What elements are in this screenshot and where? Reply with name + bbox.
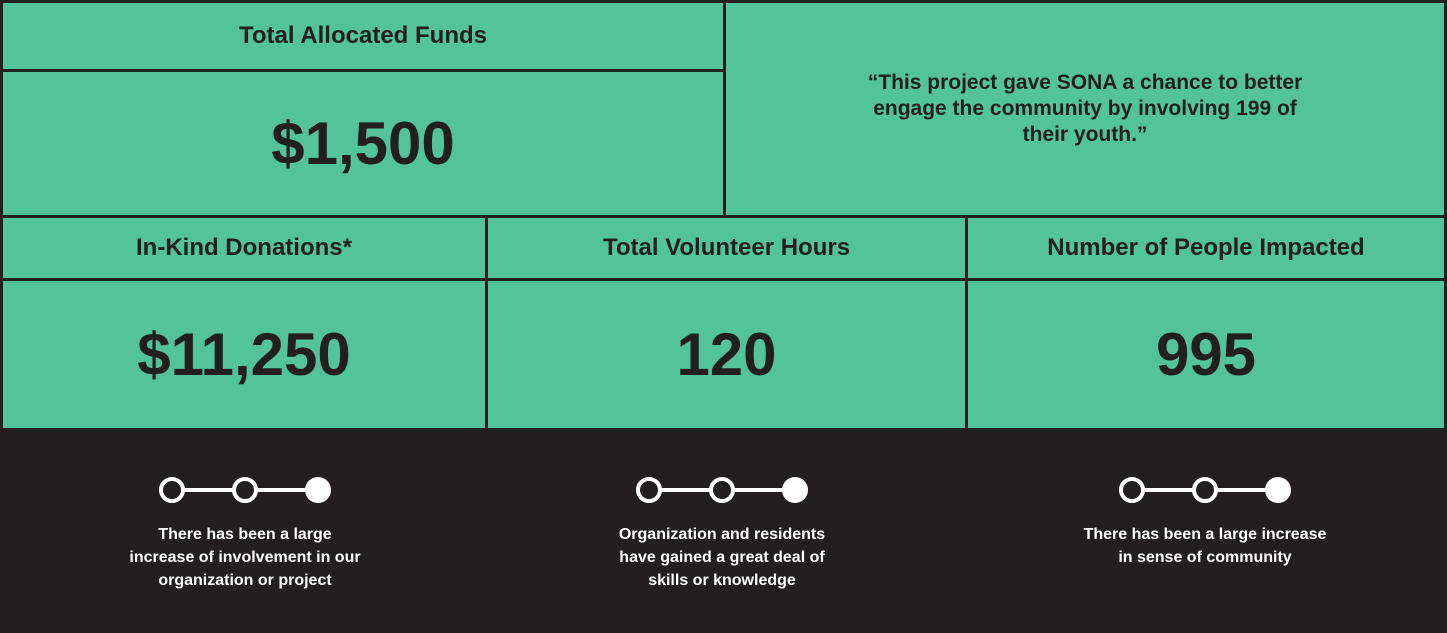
outcome-line: skills or knowledge — [648, 572, 796, 589]
metric-label: Total Volunteer Hours — [485, 215, 968, 281]
metric-value: 120 — [485, 278, 968, 431]
outcome-line: There has been a large — [158, 526, 332, 543]
quote-text: “This project gave SONA a chance to bett… — [868, 70, 1303, 148]
scale-icon — [1119, 477, 1291, 503]
outcome: There has been a large increase in sense … — [1005, 428, 1405, 569]
quote: “This project gave SONA a chance to bett… — [723, 0, 1447, 218]
scale-icon — [636, 477, 808, 503]
quote-line: their youth.” — [1022, 123, 1148, 146]
outcome-line: Organization and residents — [618, 526, 826, 543]
metric-label: Number of People Impacted — [965, 215, 1447, 281]
metric-value: $11,250 — [0, 278, 488, 431]
metric-label: In-Kind Donations* — [0, 215, 488, 281]
outcome-line: in sense of community — [1118, 549, 1292, 566]
outcomes-panel: There has been a large increase of involv… — [0, 428, 1447, 633]
funds-label: Total Allocated Funds — [0, 0, 726, 72]
quote-line: engage the community by involving 199 of — [873, 97, 1297, 120]
scale-icon — [159, 477, 331, 503]
metric-value: 995 — [965, 278, 1447, 431]
outcome-line: have gained a great deal of — [619, 549, 825, 566]
outcome-line: There has been a large increase — [1083, 526, 1327, 543]
outcome: There has been a large increase of involv… — [45, 428, 445, 592]
outcome: Organization and residents have gained a … — [522, 428, 922, 592]
funds-value: $1,500 — [0, 69, 726, 218]
outcome-line: organization or project — [158, 572, 332, 589]
quote-line: “This project gave SONA a chance to bett… — [867, 71, 1303, 94]
outcome-line: increase of involvement in our — [129, 549, 361, 566]
